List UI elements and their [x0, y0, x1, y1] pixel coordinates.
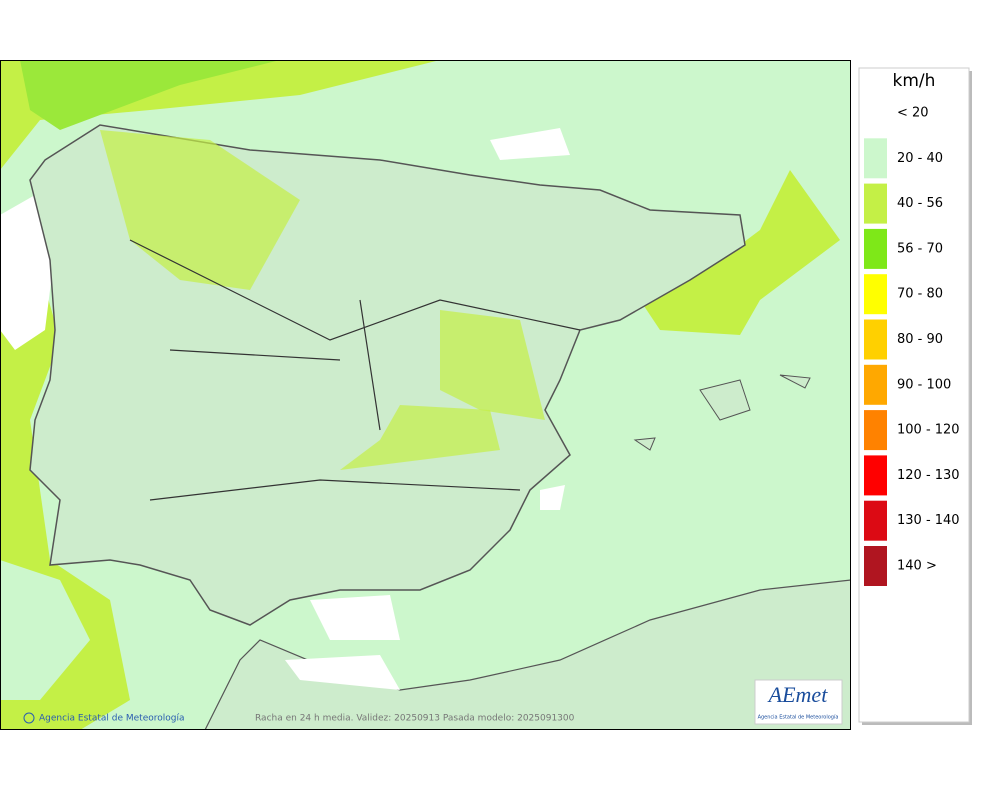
legend-swatch	[864, 183, 887, 224]
legend-swatch	[864, 410, 887, 451]
copyright-icon	[23, 712, 35, 724]
calm-area	[0, 195, 55, 350]
wind-area	[440, 310, 545, 420]
legend-swatch	[864, 93, 887, 133]
legend-label: 56 - 70	[897, 241, 943, 256]
map	[0, 60, 851, 730]
legend-label: 40 - 56	[897, 196, 943, 211]
legend-swatch	[864, 138, 887, 179]
legend-swatch	[864, 455, 887, 496]
credit: Agencia Estatal de Meteorología	[39, 714, 185, 724]
legend-label: 20 - 40	[897, 151, 943, 166]
sea	[0, 560, 90, 700]
legend-title: km/h	[893, 71, 936, 91]
legend-swatch	[864, 274, 887, 315]
islands	[633, 374, 811, 451]
wind-area	[20, 60, 280, 130]
legend-swatch	[864, 364, 887, 405]
legend-label: 120 - 130	[897, 468, 960, 483]
logo: AEmet	[767, 682, 829, 707]
logo-box	[754, 679, 843, 725]
legend-label: 70 - 80	[897, 287, 943, 302]
legend-label: < 20	[897, 106, 929, 121]
legend-label: 90 - 100	[897, 377, 951, 392]
legend-label: 80 - 90	[897, 332, 943, 347]
legend-label: 140 >	[897, 559, 937, 574]
africa	[204, 579, 851, 730]
wind-area	[640, 170, 840, 335]
legend-label: 130 - 140	[897, 513, 960, 528]
wind-area	[340, 405, 500, 470]
region-borders	[129, 239, 581, 501]
legend-swatch	[864, 228, 887, 269]
map-frame	[0, 60, 851, 730]
legend-label: 100 - 120	[897, 423, 960, 438]
logo-subtitle: Agencia Estatal de Meteorología	[758, 714, 839, 721]
legend-swatch	[864, 319, 887, 360]
legend-swatch	[864, 546, 887, 586]
legend-swatch	[864, 500, 887, 541]
caption: Racha en 24 h media. Validez: 20250913 P…	[255, 714, 575, 724]
